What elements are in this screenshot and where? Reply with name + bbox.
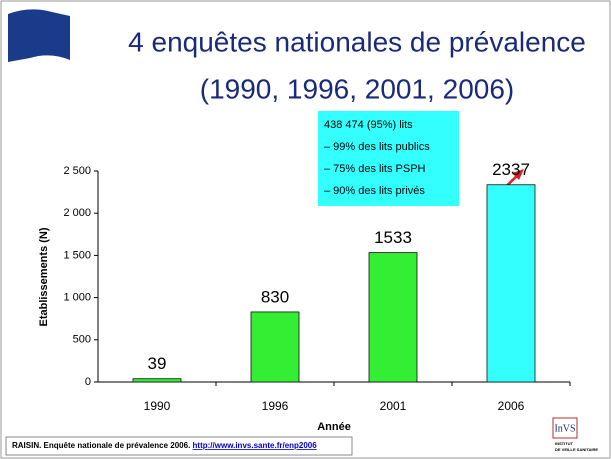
value-label: 830 <box>261 287 289 306</box>
y-tick-label: 2 000 <box>63 207 91 219</box>
logo-name: InVS <box>554 423 575 434</box>
logo-mark <box>552 417 578 439</box>
annotation-line: – 99% des lits publics <box>324 141 430 153</box>
x-axis-label: Année <box>317 421 351 433</box>
logo-text: DE VEILLE SANITAIRE <box>555 447 598 452</box>
annotation-box <box>318 111 459 206</box>
flag-icon <box>8 9 70 62</box>
y-tick-label: 500 <box>73 334 91 346</box>
logo-text: INSTITUT <box>555 441 574 446</box>
y-tick-label: 0 <box>85 376 91 388</box>
bar <box>132 378 182 383</box>
arrow-head <box>512 169 524 180</box>
bar <box>250 311 300 383</box>
value-label: 1533 <box>374 228 412 247</box>
annotation-line: 438 474 (95%) lits <box>324 119 413 131</box>
x-tick-label: 1990 <box>144 399 171 413</box>
y-tick-label: 1 000 <box>63 292 91 304</box>
source-text: RAISIN. Enquête nationale de prévalence … <box>12 441 317 450</box>
y-tick-label: 1 500 <box>63 249 91 261</box>
bar <box>368 252 418 383</box>
title-line: 4 enquêtes nationales de prévalence <box>128 26 586 57</box>
annotation-line: – 90% des lits privés <box>324 185 425 197</box>
x-tick-label: 2001 <box>380 399 407 413</box>
source-link: http://www.invs.sante.fr/enp2006 <box>193 441 318 450</box>
annotation-line: – 75% des lits PSPH <box>324 163 426 175</box>
title-line: (1990, 1996, 2001, 2006) <box>200 73 514 104</box>
value-label: 2337 <box>492 160 530 179</box>
value-label: 39 <box>148 354 167 373</box>
source-box <box>5 436 353 456</box>
y-axis-label: Etablissements (N) <box>38 227 50 326</box>
source: RAISIN. Enquête nationale de prévalence … <box>12 441 190 450</box>
y-tick-label: 2 500 <box>63 165 91 177</box>
x-tick-label: 2006 <box>498 399 525 413</box>
x-tick-label: 1996 <box>262 399 289 413</box>
bar <box>486 184 536 383</box>
